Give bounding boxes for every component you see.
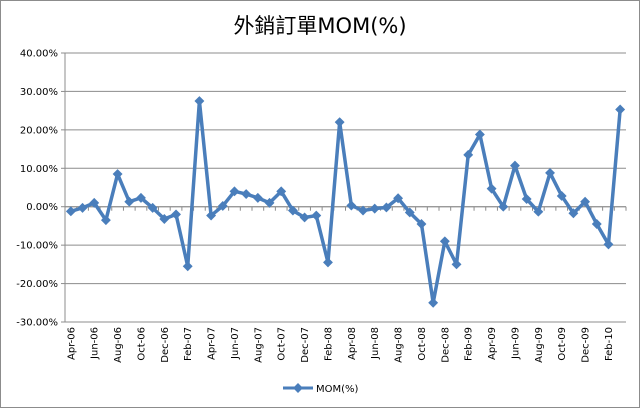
data-point bbox=[77, 202, 88, 213]
data-point bbox=[474, 129, 485, 140]
data-point bbox=[323, 257, 333, 268]
x-tick-label: Jun-07 bbox=[230, 327, 241, 360]
series-group bbox=[65, 96, 626, 308]
data-point bbox=[533, 206, 544, 217]
y-tick-label: 0.00% bbox=[26, 202, 58, 213]
data-point bbox=[486, 183, 497, 194]
data-point bbox=[334, 117, 345, 128]
y-tick-label: 10.00% bbox=[20, 164, 58, 175]
data-point bbox=[112, 169, 123, 179]
data-point bbox=[89, 197, 100, 208]
legend-label: MOM(%) bbox=[316, 384, 359, 395]
data-point bbox=[194, 96, 205, 106]
data-point bbox=[264, 197, 275, 208]
data-point bbox=[276, 186, 287, 197]
x-tick-label: Dec-09 bbox=[581, 327, 592, 363]
data-point bbox=[182, 261, 193, 272]
x-tick-label: Dec-06 bbox=[160, 327, 171, 363]
y-tick-label: -30.00% bbox=[16, 318, 58, 329]
data-point bbox=[358, 205, 368, 216]
x-tick-label: Oct-08 bbox=[417, 327, 428, 361]
data-point bbox=[252, 192, 263, 203]
data-point bbox=[545, 167, 555, 178]
x-tick-label: Dec-07 bbox=[300, 327, 311, 363]
x-tick-label: Aug-06 bbox=[113, 327, 124, 363]
x-tick-label: Dec-08 bbox=[440, 327, 451, 363]
data-point bbox=[603, 239, 614, 250]
x-tick-label: Oct-09 bbox=[557, 327, 568, 361]
data-point bbox=[591, 219, 602, 229]
x-tick-label: Jun-08 bbox=[370, 327, 381, 360]
data-point bbox=[393, 193, 404, 204]
x-tick-label: Aug-08 bbox=[394, 327, 405, 363]
x-tick-label: Apr-06 bbox=[66, 327, 77, 360]
data-point bbox=[381, 202, 392, 213]
data-point bbox=[510, 160, 520, 171]
y-tick-label: 20.00% bbox=[20, 125, 58, 136]
y-tick-label: 40.00% bbox=[20, 49, 58, 60]
x-tick-label: Aug-07 bbox=[253, 327, 264, 363]
data-point bbox=[568, 208, 579, 219]
legend: MOM(%) bbox=[283, 383, 359, 395]
data-point bbox=[206, 210, 217, 221]
gridlines bbox=[65, 52, 626, 323]
data-point bbox=[521, 194, 532, 204]
x-tick-label: Oct-06 bbox=[136, 327, 147, 361]
x-tick-label: Aug-09 bbox=[534, 327, 545, 363]
y-tick-label: -20.00% bbox=[16, 279, 58, 290]
x-axis-ticks: Apr-06 Jun-06 Aug-06 Oct-06 Dec-06 Feb-07 Apr-… bbox=[64, 206, 627, 363]
y-tick-label: -10.00% bbox=[16, 241, 58, 252]
data-point bbox=[217, 200, 228, 211]
data-point bbox=[580, 196, 591, 207]
data-point bbox=[241, 189, 252, 199]
data-point bbox=[229, 186, 240, 197]
x-tick-label: Jun-09 bbox=[510, 327, 521, 360]
data-point bbox=[311, 210, 322, 221]
data-point bbox=[287, 205, 298, 216]
x-tick-label: Feb-07 bbox=[183, 327, 194, 361]
data-point bbox=[498, 201, 509, 212]
data-point bbox=[65, 206, 76, 217]
data-point bbox=[556, 191, 567, 201]
x-tick-label: Oct-07 bbox=[277, 327, 288, 361]
data-point bbox=[124, 196, 135, 207]
data-point bbox=[346, 200, 357, 211]
x-tick-label: Apr-08 bbox=[347, 327, 358, 360]
data-point bbox=[100, 215, 111, 226]
chart-title: 外銷訂單MOM(%) bbox=[233, 14, 406, 38]
x-tick-label: Feb-08 bbox=[323, 327, 334, 361]
data-point bbox=[171, 209, 181, 220]
data-point bbox=[416, 219, 427, 229]
x-tick-label: Apr-07 bbox=[207, 327, 218, 360]
series-line bbox=[70, 99, 622, 305]
data-point bbox=[136, 192, 146, 203]
x-tick-label: Apr-09 bbox=[487, 327, 498, 360]
x-tick-label: Feb-09 bbox=[464, 327, 475, 361]
data-point bbox=[463, 149, 474, 160]
legend-diamond-marker bbox=[293, 383, 303, 393]
y-tick-label: 30.00% bbox=[20, 87, 58, 98]
x-tick-label: Jun-06 bbox=[90, 327, 101, 360]
data-point bbox=[428, 297, 439, 308]
y-axis-ticks: 40.00% 30.00% 20.00% 10.00% 0.00% -10.00% -20.… bbox=[16, 49, 65, 329]
x-tick-label: Feb-10 bbox=[604, 327, 615, 361]
data-point bbox=[615, 104, 626, 115]
data-point bbox=[404, 207, 415, 218]
data-point bbox=[369, 203, 380, 214]
data-point bbox=[159, 214, 170, 224]
data-point bbox=[147, 202, 158, 213]
data-point bbox=[451, 259, 462, 270]
data-point bbox=[439, 236, 450, 247]
axes bbox=[64, 53, 626, 322]
data-point bbox=[299, 212, 310, 223]
